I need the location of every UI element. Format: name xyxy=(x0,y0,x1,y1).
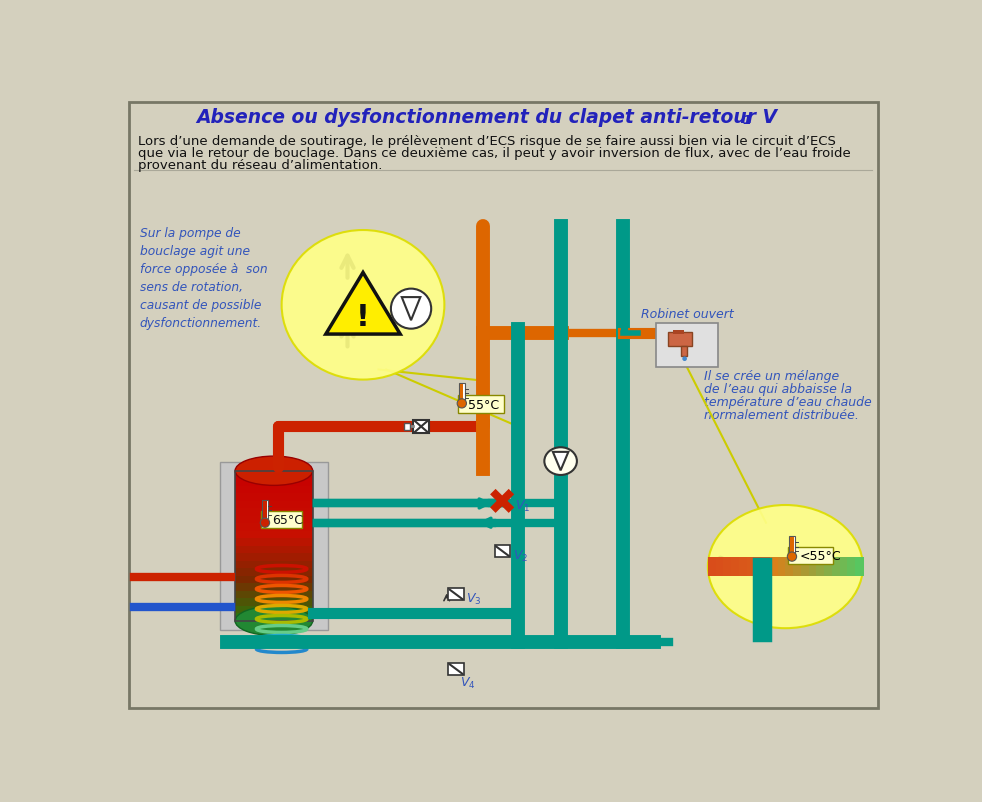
Bar xyxy=(495,545,511,557)
Bar xyxy=(235,524,312,532)
Bar xyxy=(235,591,312,599)
Bar xyxy=(235,471,312,621)
Ellipse shape xyxy=(282,231,445,380)
Text: Sur la pompe de
bouclage agit une
force opposée à  son
sens de rotation,
causant: Sur la pompe de bouclage agit une force … xyxy=(139,227,267,330)
Text: $V_1$: $V_1$ xyxy=(515,499,530,513)
Text: ✖: ✖ xyxy=(487,487,518,520)
Bar xyxy=(262,500,268,521)
Bar xyxy=(746,557,755,576)
Bar xyxy=(708,557,717,576)
Text: 55°C: 55°C xyxy=(468,398,500,411)
Bar xyxy=(668,332,692,346)
Bar xyxy=(791,537,793,553)
Bar xyxy=(263,501,266,518)
Bar xyxy=(738,557,747,576)
Text: Lors d’une demande de soutirage, le prélèvement d’ECS risque de se faire aussi b: Lors d’une demande de soutirage, le prél… xyxy=(138,135,836,148)
Bar xyxy=(235,576,312,585)
Bar xyxy=(461,385,464,400)
Bar xyxy=(235,539,312,547)
Bar xyxy=(235,606,312,614)
Text: Il se crée un mélange: Il se crée un mélange xyxy=(704,369,840,383)
Bar xyxy=(788,547,833,564)
Bar xyxy=(448,589,464,601)
Polygon shape xyxy=(553,452,569,471)
Bar xyxy=(855,557,863,576)
Bar xyxy=(786,557,793,576)
Bar xyxy=(235,516,312,525)
Bar xyxy=(847,557,856,576)
Text: Robinet ouvert: Robinet ouvert xyxy=(640,307,734,320)
Bar xyxy=(700,555,871,578)
Bar xyxy=(235,471,312,480)
Bar xyxy=(235,614,312,622)
Bar xyxy=(261,512,301,529)
Polygon shape xyxy=(326,273,401,334)
Bar xyxy=(673,330,683,334)
Bar xyxy=(808,557,817,576)
Bar xyxy=(816,557,825,576)
Bar xyxy=(413,420,429,434)
Ellipse shape xyxy=(544,448,576,476)
Bar xyxy=(235,501,312,509)
Text: $V_2$: $V_2$ xyxy=(513,548,527,563)
Text: que via le retour de bouclage. Dans ce deuxième cas, il peut y avoir inversion d: que via le retour de bouclage. Dans ce d… xyxy=(138,147,851,160)
Bar xyxy=(235,561,312,569)
Bar xyxy=(448,663,464,675)
Text: $V_3$: $V_3$ xyxy=(466,591,481,606)
Bar xyxy=(235,494,312,502)
Bar xyxy=(235,598,312,607)
Circle shape xyxy=(458,399,466,408)
Text: provenant du réseau d’alimentation.: provenant du réseau d’alimentation. xyxy=(138,160,383,172)
Bar xyxy=(716,557,724,576)
Bar xyxy=(235,479,312,487)
Bar xyxy=(656,323,718,367)
Bar xyxy=(770,557,779,576)
Text: <55°C: <55°C xyxy=(800,549,842,562)
Text: Absence ou dysfonctionnement du clapet anti-retour V: Absence ou dysfonctionnement du clapet a… xyxy=(196,108,778,128)
Bar xyxy=(801,557,809,576)
Bar xyxy=(235,508,312,517)
Ellipse shape xyxy=(235,456,312,486)
Bar xyxy=(681,346,687,357)
Bar xyxy=(790,536,794,556)
Text: 65°C: 65°C xyxy=(272,513,303,526)
Bar xyxy=(235,546,312,554)
Bar xyxy=(824,557,833,576)
Bar xyxy=(762,557,771,576)
Ellipse shape xyxy=(235,606,312,636)
Bar xyxy=(235,553,312,562)
Circle shape xyxy=(260,518,270,528)
Bar xyxy=(732,557,739,576)
Bar xyxy=(754,557,763,576)
Text: de l’eau qui abbaisse la: de l’eau qui abbaisse la xyxy=(704,383,852,395)
Bar xyxy=(840,557,848,576)
Bar xyxy=(778,557,787,576)
Text: 1: 1 xyxy=(742,114,751,127)
Bar xyxy=(832,557,841,576)
Bar xyxy=(235,486,312,494)
Bar xyxy=(220,462,328,630)
Circle shape xyxy=(682,357,687,362)
Text: !: ! xyxy=(356,302,370,331)
Polygon shape xyxy=(402,298,420,321)
Bar xyxy=(235,584,312,592)
Ellipse shape xyxy=(708,505,863,629)
Text: $V_4$: $V_4$ xyxy=(460,675,475,691)
Bar xyxy=(793,557,801,576)
Circle shape xyxy=(788,553,796,561)
Bar xyxy=(235,569,312,577)
Circle shape xyxy=(391,290,431,330)
Text: température d’eau chaude: température d’eau chaude xyxy=(704,395,872,408)
Text: normalement distribuée.: normalement distribuée. xyxy=(704,408,859,422)
Bar xyxy=(724,557,732,576)
Bar xyxy=(460,383,464,403)
Bar xyxy=(404,423,410,431)
Bar xyxy=(235,531,312,540)
Bar xyxy=(458,395,504,414)
